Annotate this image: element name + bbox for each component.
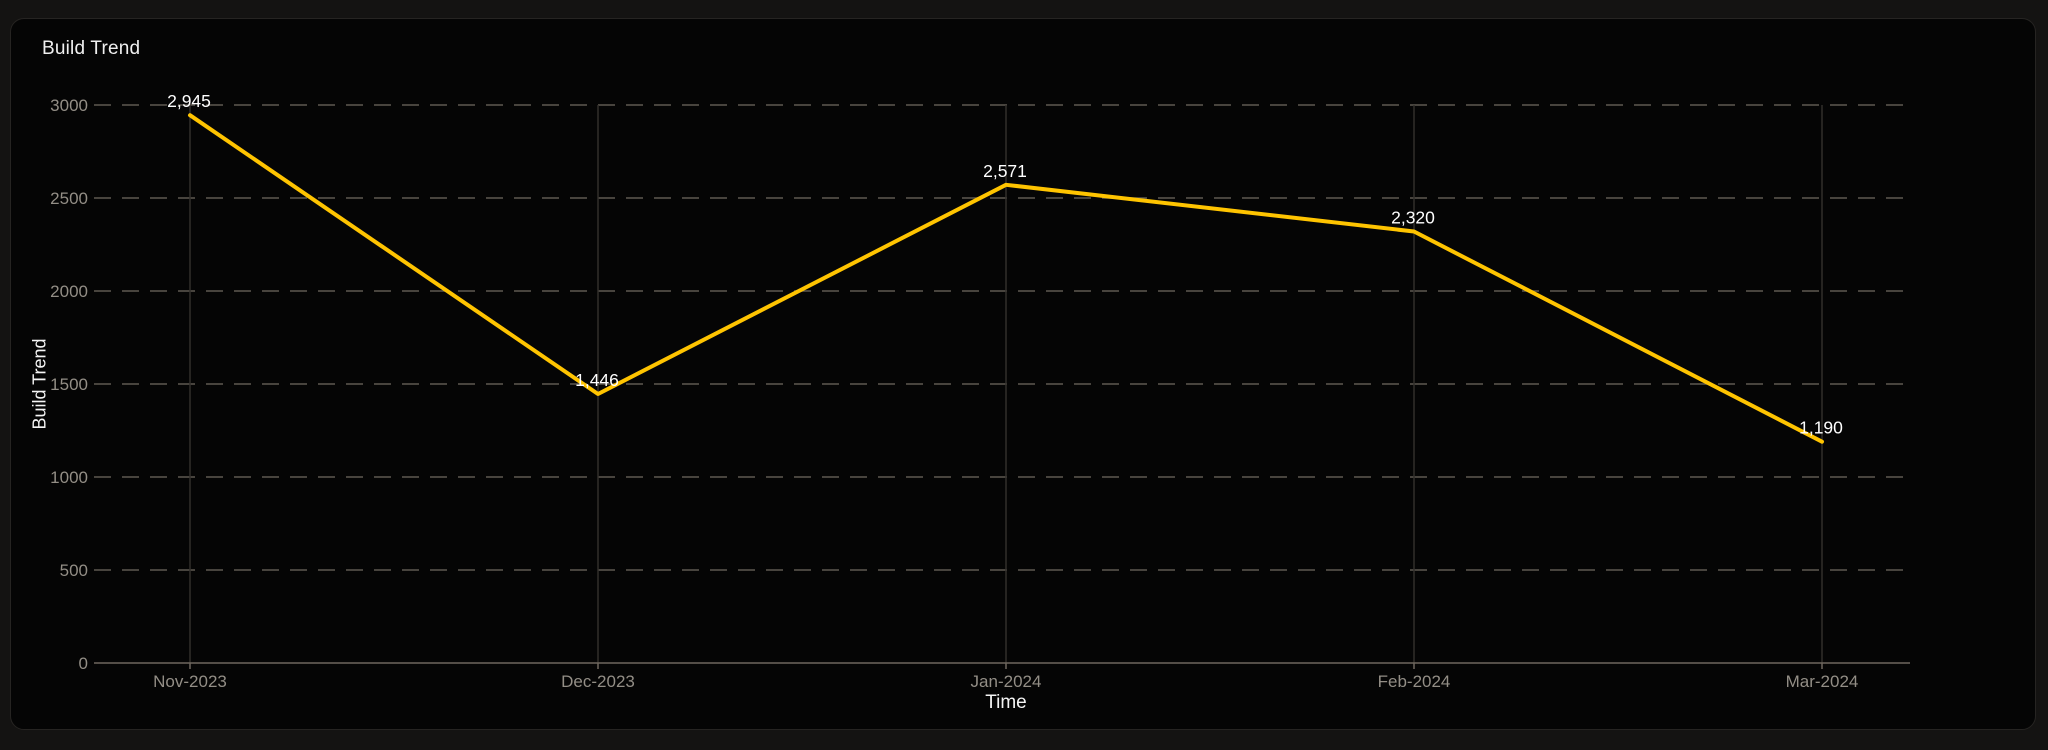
x-axis-title: Time bbox=[985, 692, 1027, 713]
x-tick-label: Dec-2023 bbox=[561, 672, 635, 691]
data-point-label: 1,446 bbox=[575, 370, 619, 390]
y-tick-label: 2000 bbox=[50, 282, 88, 301]
data-point-label: 1,190 bbox=[1799, 418, 1843, 438]
data-point-label: 2,945 bbox=[167, 91, 211, 111]
chart-card bbox=[10, 18, 2036, 730]
y-tick-label: 1500 bbox=[50, 375, 88, 394]
x-tick-label: Feb-2024 bbox=[1378, 672, 1451, 691]
data-point-label: 2,571 bbox=[983, 161, 1027, 181]
y-tick-label: 2500 bbox=[50, 189, 88, 208]
trend-line[interactable] bbox=[188, 113, 1824, 444]
x-tick-label: Jan-2024 bbox=[971, 672, 1042, 691]
x-tick-label: Mar-2024 bbox=[1786, 672, 1859, 691]
y-tick-label: 500 bbox=[60, 561, 88, 580]
y-axis-title: Build Trend bbox=[29, 338, 50, 430]
data-point-label: 2,320 bbox=[1391, 207, 1435, 227]
y-tick-label: 3000 bbox=[50, 96, 88, 115]
chart-title: Build Trend bbox=[42, 38, 141, 59]
x-tick-label: Nov-2023 bbox=[153, 672, 227, 691]
y-tick-label: 1000 bbox=[50, 468, 88, 487]
y-tick-label: 0 bbox=[79, 654, 88, 673]
